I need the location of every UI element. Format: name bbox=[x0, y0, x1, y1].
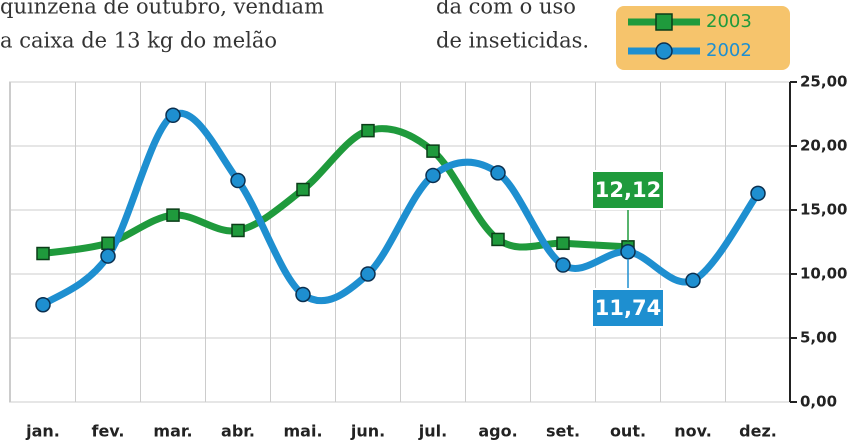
marker bbox=[620, 243, 636, 260]
x-tick-label: set. bbox=[546, 422, 580, 441]
y-tick-label: 20,00 bbox=[800, 137, 847, 155]
value-label-box bbox=[591, 288, 665, 328]
legend-label: 2002 bbox=[706, 40, 752, 61]
marker bbox=[231, 223, 245, 238]
y-tick-label: 5,00 bbox=[800, 329, 837, 347]
marker bbox=[361, 123, 375, 138]
marker bbox=[426, 144, 440, 158]
marker bbox=[101, 236, 115, 251]
value-label: 12,12 bbox=[595, 178, 661, 202]
x-tick-label: dez. bbox=[739, 422, 777, 441]
x-tick-label: jun. bbox=[350, 422, 385, 441]
marker bbox=[165, 107, 181, 124]
article-text: quinzena de outubro, vendiam bbox=[0, 0, 324, 19]
marker bbox=[491, 232, 505, 247]
legend-box bbox=[616, 6, 790, 70]
y-tick-label: 10,00 bbox=[800, 265, 847, 283]
x-tick-label: abr. bbox=[221, 422, 255, 441]
y-tick-label: 25,00 bbox=[800, 73, 847, 91]
marker bbox=[360, 266, 376, 282]
article-text: a caixa de 13 kg do melão bbox=[0, 29, 277, 53]
x-tick-label: mar. bbox=[153, 422, 192, 441]
legend-label: 2003 bbox=[706, 11, 752, 32]
x-tick-label: jan. bbox=[25, 422, 60, 441]
marker bbox=[295, 286, 311, 303]
legend-marker bbox=[655, 42, 673, 60]
x-tick-label: ago. bbox=[478, 422, 517, 441]
marker bbox=[555, 257, 571, 273]
marker bbox=[556, 236, 570, 251]
value-label-box bbox=[591, 170, 665, 210]
article-text: de inseticidas. bbox=[436, 29, 589, 53]
marker bbox=[100, 248, 116, 264]
legend: 2003 2002 bbox=[616, 6, 790, 70]
x-tick-label: mai. bbox=[283, 422, 322, 441]
marker bbox=[166, 208, 180, 222]
marker bbox=[750, 185, 766, 202]
marker bbox=[685, 272, 701, 289]
x-tick-label: fev. bbox=[91, 422, 124, 441]
marker bbox=[230, 172, 246, 189]
marker bbox=[35, 296, 51, 313]
series-line bbox=[39, 125, 632, 258]
x-tick-label: nov. bbox=[674, 422, 712, 441]
y-tick-label: 15,00 bbox=[800, 201, 847, 219]
legend-marker bbox=[655, 13, 673, 31]
marker bbox=[296, 182, 310, 197]
marker bbox=[36, 246, 50, 261]
marker bbox=[425, 167, 441, 184]
y-tick-label: 0,00 bbox=[800, 393, 837, 411]
value-label: 11,74 bbox=[595, 296, 661, 320]
x-tick-label: jul. bbox=[418, 422, 447, 441]
x-tick-label: out. bbox=[610, 422, 646, 441]
article-text: da com o uso bbox=[436, 0, 576, 19]
marker bbox=[490, 165, 506, 181]
